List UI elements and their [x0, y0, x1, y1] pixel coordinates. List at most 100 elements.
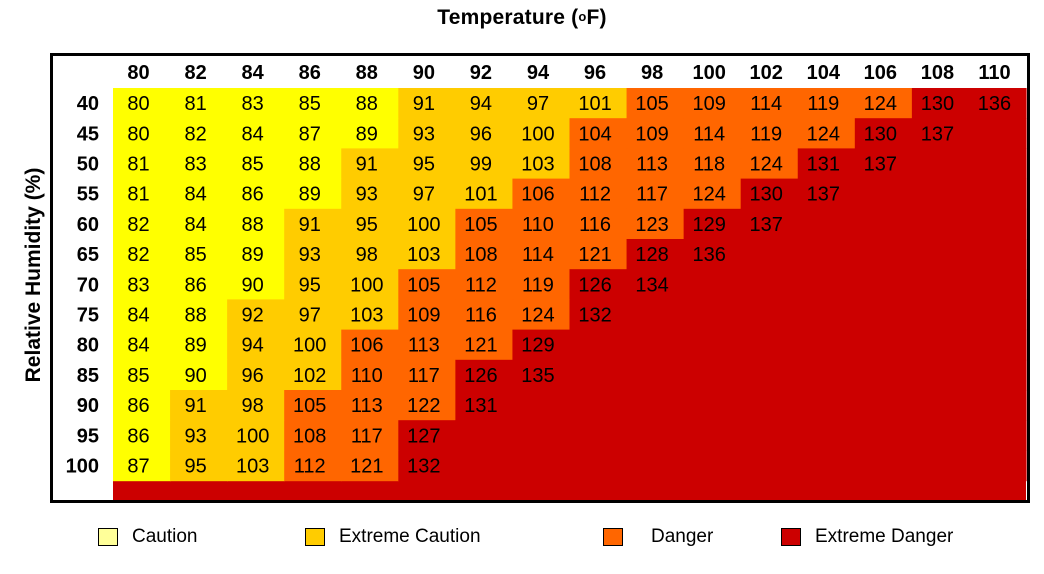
cell-value-70-86: 95 [299, 274, 321, 296]
cell-value-90-86: 105 [293, 395, 326, 417]
cell-value-60-92: 105 [464, 214, 497, 236]
x-tick-label-80: 80 [127, 62, 149, 84]
cell-50-110-extreme-danger [968, 148, 1027, 180]
cell-55-98-danger [626, 178, 685, 210]
cell-value-60-80: 82 [127, 214, 149, 236]
cell-45-92-extreme-caution [455, 118, 514, 149]
cell-value-75-92: 116 [465, 305, 497, 327]
cell-value-80-90: 113 [408, 335, 440, 357]
chart-border [50, 53, 1030, 503]
cell-95-82-extreme-caution [170, 420, 228, 451]
cell-value-40-100: 109 [692, 93, 725, 115]
cell-45-90-extreme-caution [398, 118, 456, 149]
cell-value-70-88: 100 [350, 274, 383, 296]
cell-value-60-102: 137 [750, 214, 783, 236]
cell-value-55-94: 106 [521, 184, 554, 206]
cell-80-92-danger [455, 329, 514, 361]
cell-50-106-extreme-danger [854, 148, 913, 180]
cell-value-50-86: 88 [299, 154, 321, 176]
cell-60-80-caution [113, 208, 171, 240]
cell-value-95-82: 93 [184, 425, 206, 447]
cell-value-55-82: 84 [184, 184, 206, 206]
cell-90-96-extreme-danger [569, 390, 628, 421]
cell-value-40-106: 124 [864, 93, 897, 115]
cell-95-88-danger [341, 420, 399, 451]
cell-value-50-94: 103 [521, 154, 554, 176]
cell-100-108-extreme-danger [911, 450, 970, 482]
cell-value-75-96: 132 [578, 305, 611, 327]
row-label-column [50, 88, 113, 503]
cell-value-80-80: 84 [127, 335, 149, 357]
cell-80-90-danger [398, 329, 456, 361]
cell-45-106-extreme-danger [854, 118, 913, 149]
cell-value-45-106: 130 [864, 123, 897, 145]
cell-value-45-96: 104 [578, 123, 611, 145]
cell-45-110-extreme-danger [968, 118, 1027, 149]
cell-50-84-caution [227, 148, 285, 180]
cell-value-95-86: 108 [293, 425, 326, 447]
cell-value-55-100: 124 [692, 184, 725, 206]
cell-45-100-danger [683, 118, 742, 149]
cell-value-90-84: 98 [242, 395, 264, 417]
cell-value-90-82: 91 [184, 395, 206, 417]
y-tick-label-60: 60 [77, 214, 99, 236]
cell-100-92-extreme-danger [455, 450, 514, 482]
cell-value-40-108: 130 [921, 93, 954, 115]
cell-value-95-90: 127 [407, 425, 440, 447]
cell-value-45-108: 137 [921, 123, 954, 145]
cell-80-80-caution [113, 329, 171, 361]
cell-95-100-extreme-danger [683, 420, 742, 451]
cell-55-108-extreme-danger [911, 178, 970, 210]
chart-title-text: Temperature ( [437, 6, 579, 29]
y-tick-label-50: 50 [77, 154, 99, 176]
cell-65-94-danger [512, 239, 571, 270]
cell-80-98-extreme-danger [626, 329, 685, 361]
legend-swatch-extreme-danger [781, 528, 801, 546]
cell-75-92-danger [455, 299, 514, 331]
cell-50-104-extreme-danger [797, 148, 856, 180]
cell-value-40-110: 136 [978, 93, 1011, 115]
cell-65-96-danger [569, 239, 628, 270]
cell-40-92-extreme-caution [455, 88, 514, 119]
cell-85-92-extreme-danger [455, 359, 514, 391]
cell-50-88-extreme-caution [341, 148, 399, 180]
cell-value-40-96: 101 [578, 93, 611, 115]
cell-80-106-extreme-danger [854, 329, 913, 361]
cell-40-110-extreme-danger [968, 88, 1027, 119]
cell-40-106-danger [854, 88, 913, 119]
cell-value-65-88: 98 [356, 244, 378, 266]
cell-45-108-extreme-danger [911, 118, 970, 149]
cell-95-92-extreme-danger [455, 420, 514, 451]
cell-85-102-extreme-danger [740, 359, 799, 391]
cell-55-88-extreme-caution [341, 178, 399, 210]
cell-75-82-caution [170, 299, 228, 331]
cell-value-45-88: 89 [356, 123, 378, 145]
cell-100-86-danger [284, 450, 342, 482]
cell-65-82-caution [170, 239, 228, 270]
cell-70-100-extreme-danger [683, 269, 742, 300]
x-tick-label-96: 96 [584, 62, 606, 84]
x-tick-label-90: 90 [413, 62, 435, 84]
cell-value-85-94: 135 [521, 365, 554, 387]
cell-100-82-extreme-caution [170, 450, 228, 482]
legend-label-caution: Caution [132, 526, 198, 547]
cell-value-55-92: 101 [464, 184, 497, 206]
cell-60-86-extreme-caution [284, 208, 342, 240]
cell-95-90-extreme-danger [398, 420, 456, 451]
cell-85-90-danger [398, 359, 456, 391]
cell-90-110-extreme-danger [968, 390, 1027, 421]
cell-95-84-extreme-caution [227, 420, 285, 451]
cell-90-102-extreme-danger [740, 390, 799, 421]
cell-value-40-98: 105 [635, 93, 668, 115]
cell-value-45-102: 119 [750, 123, 782, 145]
cell-value-75-94: 124 [521, 305, 554, 327]
cell-90-84-extreme-caution [227, 390, 285, 421]
cell-value-40-82: 81 [184, 93, 206, 115]
legend-label-extreme-danger: Extreme Danger [815, 526, 954, 547]
cell-80-96-extreme-danger [569, 329, 628, 361]
cell-value-80-92: 121 [464, 335, 497, 357]
cell-45-102-danger [740, 118, 799, 149]
cell-value-45-84: 84 [242, 123, 264, 145]
y-tick-label-85: 85 [77, 365, 99, 387]
